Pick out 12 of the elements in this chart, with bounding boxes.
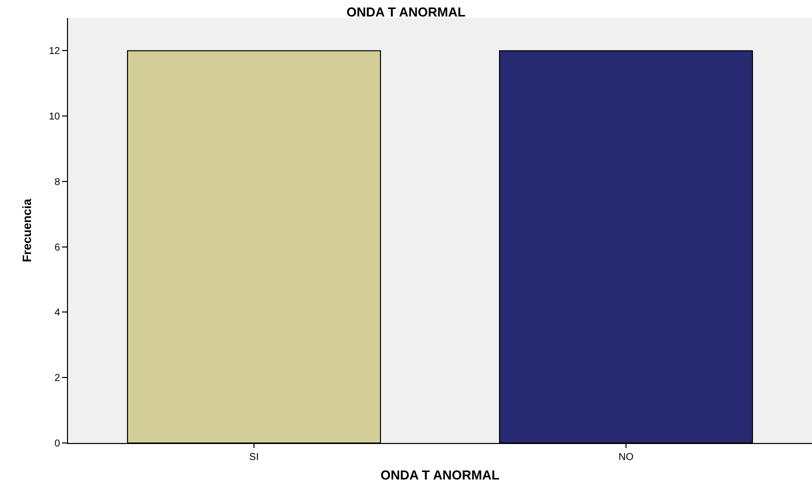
y-tick-label: 6 xyxy=(54,242,60,254)
y-tick-label: 0 xyxy=(54,438,60,450)
y-tick-label: 10 xyxy=(48,112,60,123)
chart-title: ONDA T ANORMAL xyxy=(346,4,466,20)
y-tick-label: 2 xyxy=(54,373,60,384)
x-tick-label: SI xyxy=(249,452,259,463)
x-axis-title: ONDA T ANORMAL xyxy=(380,468,500,483)
y-tick-label: 8 xyxy=(54,176,60,188)
x-tick-label: NO xyxy=(618,452,634,463)
y-axis-title: Frecuencia xyxy=(20,198,34,262)
y-tick-label: 12 xyxy=(48,46,60,58)
y-tick-label: 4 xyxy=(54,308,60,319)
